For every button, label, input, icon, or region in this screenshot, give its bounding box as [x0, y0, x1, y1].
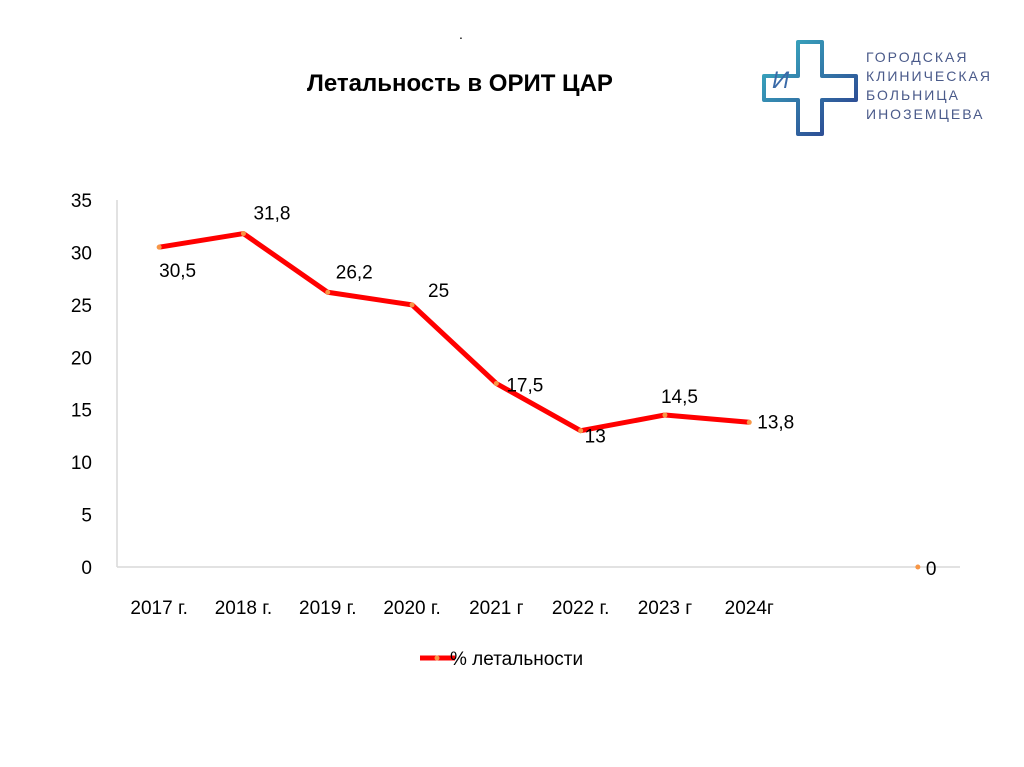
logo-line: БОЛЬНИЦА [866, 87, 961, 103]
data-point [325, 289, 331, 295]
logo-line: ИНОЗЕМЦЕВА [866, 106, 985, 122]
data-label: 30,5 [159, 261, 196, 282]
y-tick-label: 25 [71, 296, 92, 317]
data-point [746, 419, 752, 425]
y-tick-label: 35 [71, 191, 92, 212]
data-point [409, 302, 415, 308]
x-tick-label: 2019 г. [299, 598, 356, 619]
logo-text: ГОРОДСКАЯ КЛИНИЧЕСКАЯ БОЛЬНИЦА ИНОЗЕМЦЕВ… [866, 48, 992, 124]
data-point [493, 381, 499, 386]
x-tick-label: 2023 г [638, 598, 693, 619]
x-tick-label: 2024г [725, 598, 774, 619]
data-label: 13,8 [757, 412, 794, 433]
x-tick-label: 2018 г. [215, 598, 272, 619]
data-label: 25 [428, 281, 449, 302]
data-label: 14,5 [661, 387, 698, 408]
logo-line: ГОРОДСКАЯ [866, 49, 969, 65]
series-line [158, 231, 750, 434]
legend-marker [434, 655, 440, 661]
x-tick-label: 2021 г [469, 598, 524, 619]
legend-label: % летальности [450, 649, 583, 670]
data-point [578, 428, 584, 434]
data-point [915, 564, 921, 570]
y-tick-label: 15 [71, 401, 92, 422]
y-tick-label: 5 [81, 506, 92, 527]
data-point [240, 231, 246, 237]
x-tick-label: 2022 г. [552, 598, 609, 619]
x-tick-label: 2017 г. [130, 598, 187, 619]
data-label: 13 [585, 427, 606, 448]
data-label: 26,2 [336, 262, 373, 283]
y-tick-label: 30 [71, 243, 92, 264]
logo-mark: И [772, 67, 790, 94]
y-tick-label: 0 [81, 558, 92, 579]
x-tick-label: 2020 г. [383, 598, 440, 619]
data-label: 17,5 [506, 376, 543, 397]
cross-icon: И [762, 40, 858, 136]
data-label: 0 [926, 559, 937, 580]
data-label: 31,8 [253, 204, 290, 225]
hospital-logo: И ГОРОДСКАЯ КЛИНИЧЕСКАЯ БОЛЬНИЦА ИНОЗЕМЦ… [760, 38, 1000, 138]
y-tick-label: 20 [71, 348, 92, 369]
logo-line: КЛИНИЧЕСКАЯ [866, 68, 992, 84]
dot-mark: . [459, 26, 463, 42]
chart-title: Летальность в ОРИТ ЦАР [307, 70, 613, 97]
y-tick-label: 10 [71, 453, 92, 474]
data-point [662, 412, 668, 418]
data-point [156, 244, 162, 250]
